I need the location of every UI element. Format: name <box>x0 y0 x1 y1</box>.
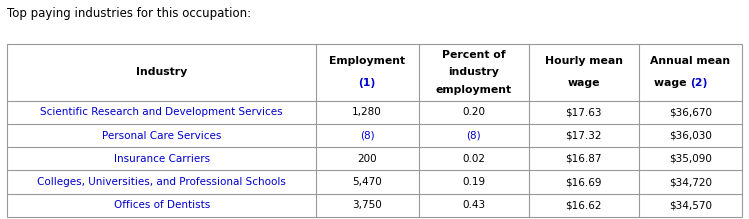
Text: (1): (1) <box>359 78 376 88</box>
Text: $16.87: $16.87 <box>565 154 602 164</box>
Text: 5,470: 5,470 <box>352 177 382 187</box>
Text: Insurance Carriers: Insurance Carriers <box>114 154 210 164</box>
Text: Personal Care Services: Personal Care Services <box>102 131 221 141</box>
Text: Employment: Employment <box>329 57 405 66</box>
Text: 1,280: 1,280 <box>352 108 382 117</box>
Text: Annual mean: Annual mean <box>650 57 730 66</box>
Text: 0.43: 0.43 <box>462 200 485 210</box>
Text: 200: 200 <box>357 154 377 164</box>
Text: (8): (8) <box>467 131 481 141</box>
Text: Top paying industries for this occupation:: Top paying industries for this occupatio… <box>7 7 252 19</box>
Text: 0.20: 0.20 <box>462 108 485 117</box>
Text: $36,670: $36,670 <box>669 108 712 117</box>
Text: industry: industry <box>448 67 499 77</box>
Text: Scientific Research and Development Services: Scientific Research and Development Serv… <box>40 108 283 117</box>
Text: $34,720: $34,720 <box>669 177 712 187</box>
Text: employment: employment <box>435 85 512 95</box>
Text: (8): (8) <box>360 131 374 141</box>
Text: $16.62: $16.62 <box>565 200 602 210</box>
Text: 0.19: 0.19 <box>462 177 485 187</box>
Text: $17.32: $17.32 <box>565 131 602 141</box>
Text: $36,030: $36,030 <box>669 131 712 141</box>
Text: Percent of: Percent of <box>442 50 506 60</box>
Text: (2): (2) <box>690 78 708 88</box>
Text: $16.69: $16.69 <box>565 177 602 187</box>
Text: Industry: Industry <box>136 67 187 77</box>
Text: $35,090: $35,090 <box>669 154 712 164</box>
Text: Offices of Dentists: Offices of Dentists <box>114 200 210 210</box>
Text: 0.02: 0.02 <box>462 154 485 164</box>
Text: $34,570: $34,570 <box>669 200 712 210</box>
Text: Hourly mean: Hourly mean <box>545 57 622 66</box>
Text: $17.63: $17.63 <box>565 108 602 117</box>
Text: wage: wage <box>654 78 690 88</box>
Text: 3,750: 3,750 <box>352 200 382 210</box>
Text: Colleges, Universities, and Professional Schools: Colleges, Universities, and Professional… <box>37 177 286 187</box>
Text: wage: wage <box>568 78 600 88</box>
